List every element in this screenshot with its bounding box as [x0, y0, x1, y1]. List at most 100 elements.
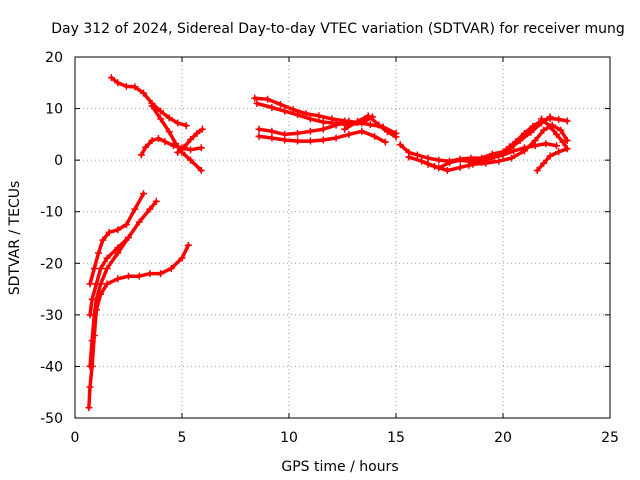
data-point	[424, 160, 432, 168]
data-point	[546, 113, 554, 121]
data-point	[135, 272, 143, 280]
data-point	[157, 115, 165, 123]
data-point	[114, 226, 122, 234]
data-point	[456, 163, 464, 171]
data-point	[345, 130, 353, 138]
series-line	[109, 75, 189, 128]
data-point	[555, 148, 563, 156]
data-point	[546, 152, 554, 160]
chart-title: Day 312 of 2024, Sidereal Day-to-day VTE…	[51, 21, 625, 37]
data-point	[122, 221, 130, 229]
data-point	[364, 112, 372, 120]
data-point	[146, 270, 154, 278]
y-tick-label: 0	[54, 153, 63, 169]
data-point	[508, 154, 516, 162]
data-point	[563, 145, 571, 153]
data-point	[413, 151, 421, 159]
data-point	[495, 157, 503, 165]
data-point	[154, 134, 162, 142]
data-point	[157, 270, 165, 278]
data-point	[172, 140, 180, 148]
data-point	[542, 140, 550, 148]
series-line	[342, 114, 398, 139]
data-point	[253, 99, 261, 107]
data-point	[85, 404, 93, 412]
data-point	[103, 280, 111, 288]
data-point	[135, 218, 143, 226]
x-tick-label: 10	[280, 430, 298, 446]
data-point	[563, 117, 571, 125]
data-point	[510, 147, 518, 155]
data-point	[105, 228, 113, 236]
data-point	[187, 136, 195, 144]
series-arc6	[137, 134, 205, 159]
data-point	[178, 254, 186, 262]
data-point	[332, 121, 340, 129]
data-point	[103, 264, 111, 272]
data-point	[255, 125, 263, 133]
data-point	[443, 166, 451, 174]
series-arc17	[533, 115, 571, 174]
data-point	[353, 117, 361, 125]
data-series	[85, 74, 571, 412]
series-arc13	[341, 112, 400, 141]
data-point	[527, 128, 535, 136]
data-point	[306, 137, 314, 145]
data-point	[99, 236, 107, 244]
data-point	[319, 118, 327, 126]
data-point	[165, 114, 173, 122]
data-point	[157, 107, 165, 115]
y-tick-label: -50	[40, 411, 63, 427]
data-point	[371, 132, 379, 140]
data-point	[294, 137, 302, 145]
y-tick-label: -30	[40, 308, 63, 324]
data-point	[148, 102, 156, 110]
data-point	[182, 122, 190, 130]
y-tick-label: 20	[45, 50, 63, 66]
data-point	[315, 112, 323, 120]
data-point	[264, 95, 272, 103]
data-point	[114, 244, 122, 252]
data-point	[405, 153, 413, 161]
data-point	[114, 79, 122, 87]
data-point	[251, 94, 259, 102]
data-point	[533, 166, 541, 174]
data-point	[88, 295, 96, 303]
data-point	[86, 311, 94, 319]
data-point	[306, 115, 314, 123]
data-point	[142, 143, 150, 151]
data-point	[553, 130, 560, 138]
data-point	[281, 136, 289, 144]
data-point	[198, 125, 206, 133]
data-point	[122, 82, 130, 90]
data-point	[184, 241, 192, 249]
data-point	[114, 275, 122, 283]
data-point	[555, 115, 563, 123]
data-point	[557, 126, 565, 134]
data-point	[180, 143, 188, 151]
data-point	[139, 190, 147, 198]
data-point	[294, 111, 302, 119]
series-arc12	[255, 127, 389, 146]
data-point	[107, 74, 115, 82]
data-point	[540, 126, 548, 134]
series-arc11	[255, 117, 353, 138]
x-tick-label: 20	[494, 430, 512, 446]
data-point	[268, 104, 276, 112]
grid	[75, 57, 610, 418]
data-point	[319, 136, 327, 144]
data-point	[435, 156, 443, 164]
data-point	[86, 383, 94, 391]
data-point	[319, 125, 327, 133]
data-point	[152, 197, 160, 205]
data-point	[92, 280, 100, 288]
data-point	[538, 115, 546, 123]
data-point	[559, 138, 567, 146]
data-point	[563, 137, 571, 145]
data-point	[553, 142, 560, 150]
data-point	[125, 272, 132, 280]
data-point	[125, 234, 132, 241]
data-point	[137, 151, 145, 159]
x-axis-label: GPS time / hours	[281, 459, 398, 475]
